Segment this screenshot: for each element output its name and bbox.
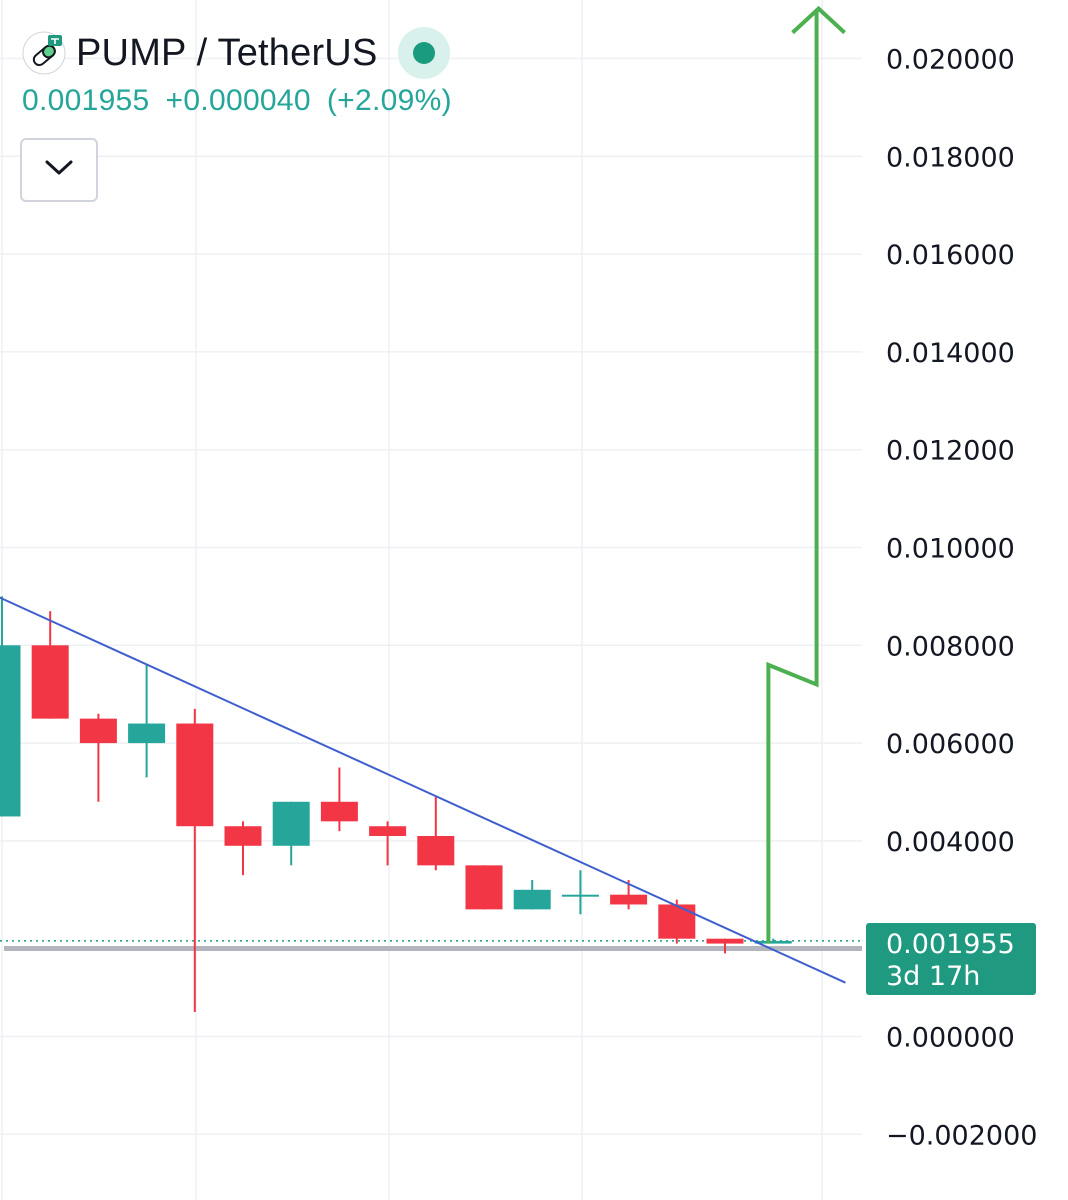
candle-body bbox=[272, 801, 310, 846]
candle-body bbox=[417, 836, 455, 866]
symbol-header: PUMP / TetherUS 0.001955 +0.000040 (+2.0… bbox=[22, 27, 452, 118]
candle-body bbox=[31, 645, 69, 719]
y-axis-tick-label: 0.010000 bbox=[886, 534, 1015, 565]
candle-body bbox=[561, 894, 599, 897]
chart-grid bbox=[0, 0, 862, 1200]
y-axis-tick-label: 0.014000 bbox=[886, 338, 1015, 369]
descending-trendline bbox=[0, 596, 846, 984]
candle bbox=[465, 865, 503, 910]
price-change-percent: (+2.09%) bbox=[326, 84, 452, 117]
candle-body bbox=[176, 723, 214, 827]
candle bbox=[272, 801, 310, 866]
last-price-label-bg bbox=[866, 923, 1036, 995]
candle bbox=[176, 708, 214, 1013]
projection-arrow bbox=[766, 9, 819, 944]
chevron-down-icon bbox=[44, 159, 74, 182]
candle bbox=[706, 938, 744, 954]
status-dot bbox=[412, 42, 435, 64]
candle-body bbox=[320, 801, 358, 822]
candle-body bbox=[369, 826, 407, 837]
y-axis-tick-label: 0.006000 bbox=[886, 729, 1015, 760]
price-axis: 0.020000 0.018000 0.016000 0.014000 0.012000… bbox=[886, 45, 1037, 1152]
price-label-layer: 0.001955 3d 17h bbox=[866, 923, 1036, 995]
candle bbox=[128, 664, 166, 778]
collapse-legend-button[interactable] bbox=[20, 138, 98, 202]
y-axis-tick-label: 0.020000 bbox=[886, 45, 1015, 76]
price-change: +0.000040 bbox=[165, 84, 311, 117]
candle bbox=[754, 938, 792, 944]
candle-body bbox=[513, 889, 551, 910]
price-change-row: 0.001955 +0.000040 (+2.09%) bbox=[22, 84, 452, 118]
candle bbox=[561, 870, 599, 915]
support-line-layer bbox=[0, 940, 862, 951]
candle-body bbox=[0, 645, 21, 817]
drawings-layer bbox=[0, 5, 846, 984]
y-axis-tick-label: 0.008000 bbox=[886, 631, 1015, 662]
candle bbox=[513, 880, 551, 910]
symbol-title-row: PUMP / TetherUS bbox=[22, 27, 452, 79]
candle-body bbox=[128, 723, 166, 744]
candle-body bbox=[754, 940, 792, 944]
candle bbox=[369, 821, 407, 866]
y-axis-tick-label: 0.000000 bbox=[886, 1023, 1015, 1054]
candle-body bbox=[610, 894, 648, 905]
symbol-title[interactable]: PUMP / TetherUS bbox=[76, 31, 378, 74]
y-axis-tick-label: −0.002000 bbox=[886, 1120, 1037, 1151]
candle bbox=[0, 596, 21, 817]
candle bbox=[79, 713, 117, 802]
candle-body bbox=[79, 718, 117, 744]
candles-layer bbox=[0, 596, 792, 1013]
candle-body bbox=[465, 865, 503, 910]
pump-pill-icon bbox=[22, 31, 66, 75]
candle bbox=[31, 611, 69, 719]
market-open-dot-icon bbox=[397, 27, 450, 79]
candle-body bbox=[706, 938, 744, 944]
y-axis-tick-label: 0.018000 bbox=[886, 142, 1015, 173]
candle bbox=[658, 899, 696, 944]
candle-body bbox=[224, 826, 262, 846]
last-price-label-countdown: 3d 17h bbox=[886, 961, 980, 992]
candle bbox=[417, 796, 455, 871]
candle-body bbox=[658, 904, 696, 939]
y-axis-tick-label: 0.012000 bbox=[886, 436, 1015, 467]
y-axis-tick-label: 0.016000 bbox=[886, 240, 1015, 271]
projection-arrowhead bbox=[791, 5, 846, 35]
candle bbox=[224, 821, 262, 876]
last-price: 0.001955 bbox=[22, 84, 150, 117]
last-price-label-value: 0.001955 bbox=[886, 929, 1015, 960]
y-axis-tick-label: 0.004000 bbox=[886, 827, 1015, 858]
candle bbox=[320, 767, 358, 832]
